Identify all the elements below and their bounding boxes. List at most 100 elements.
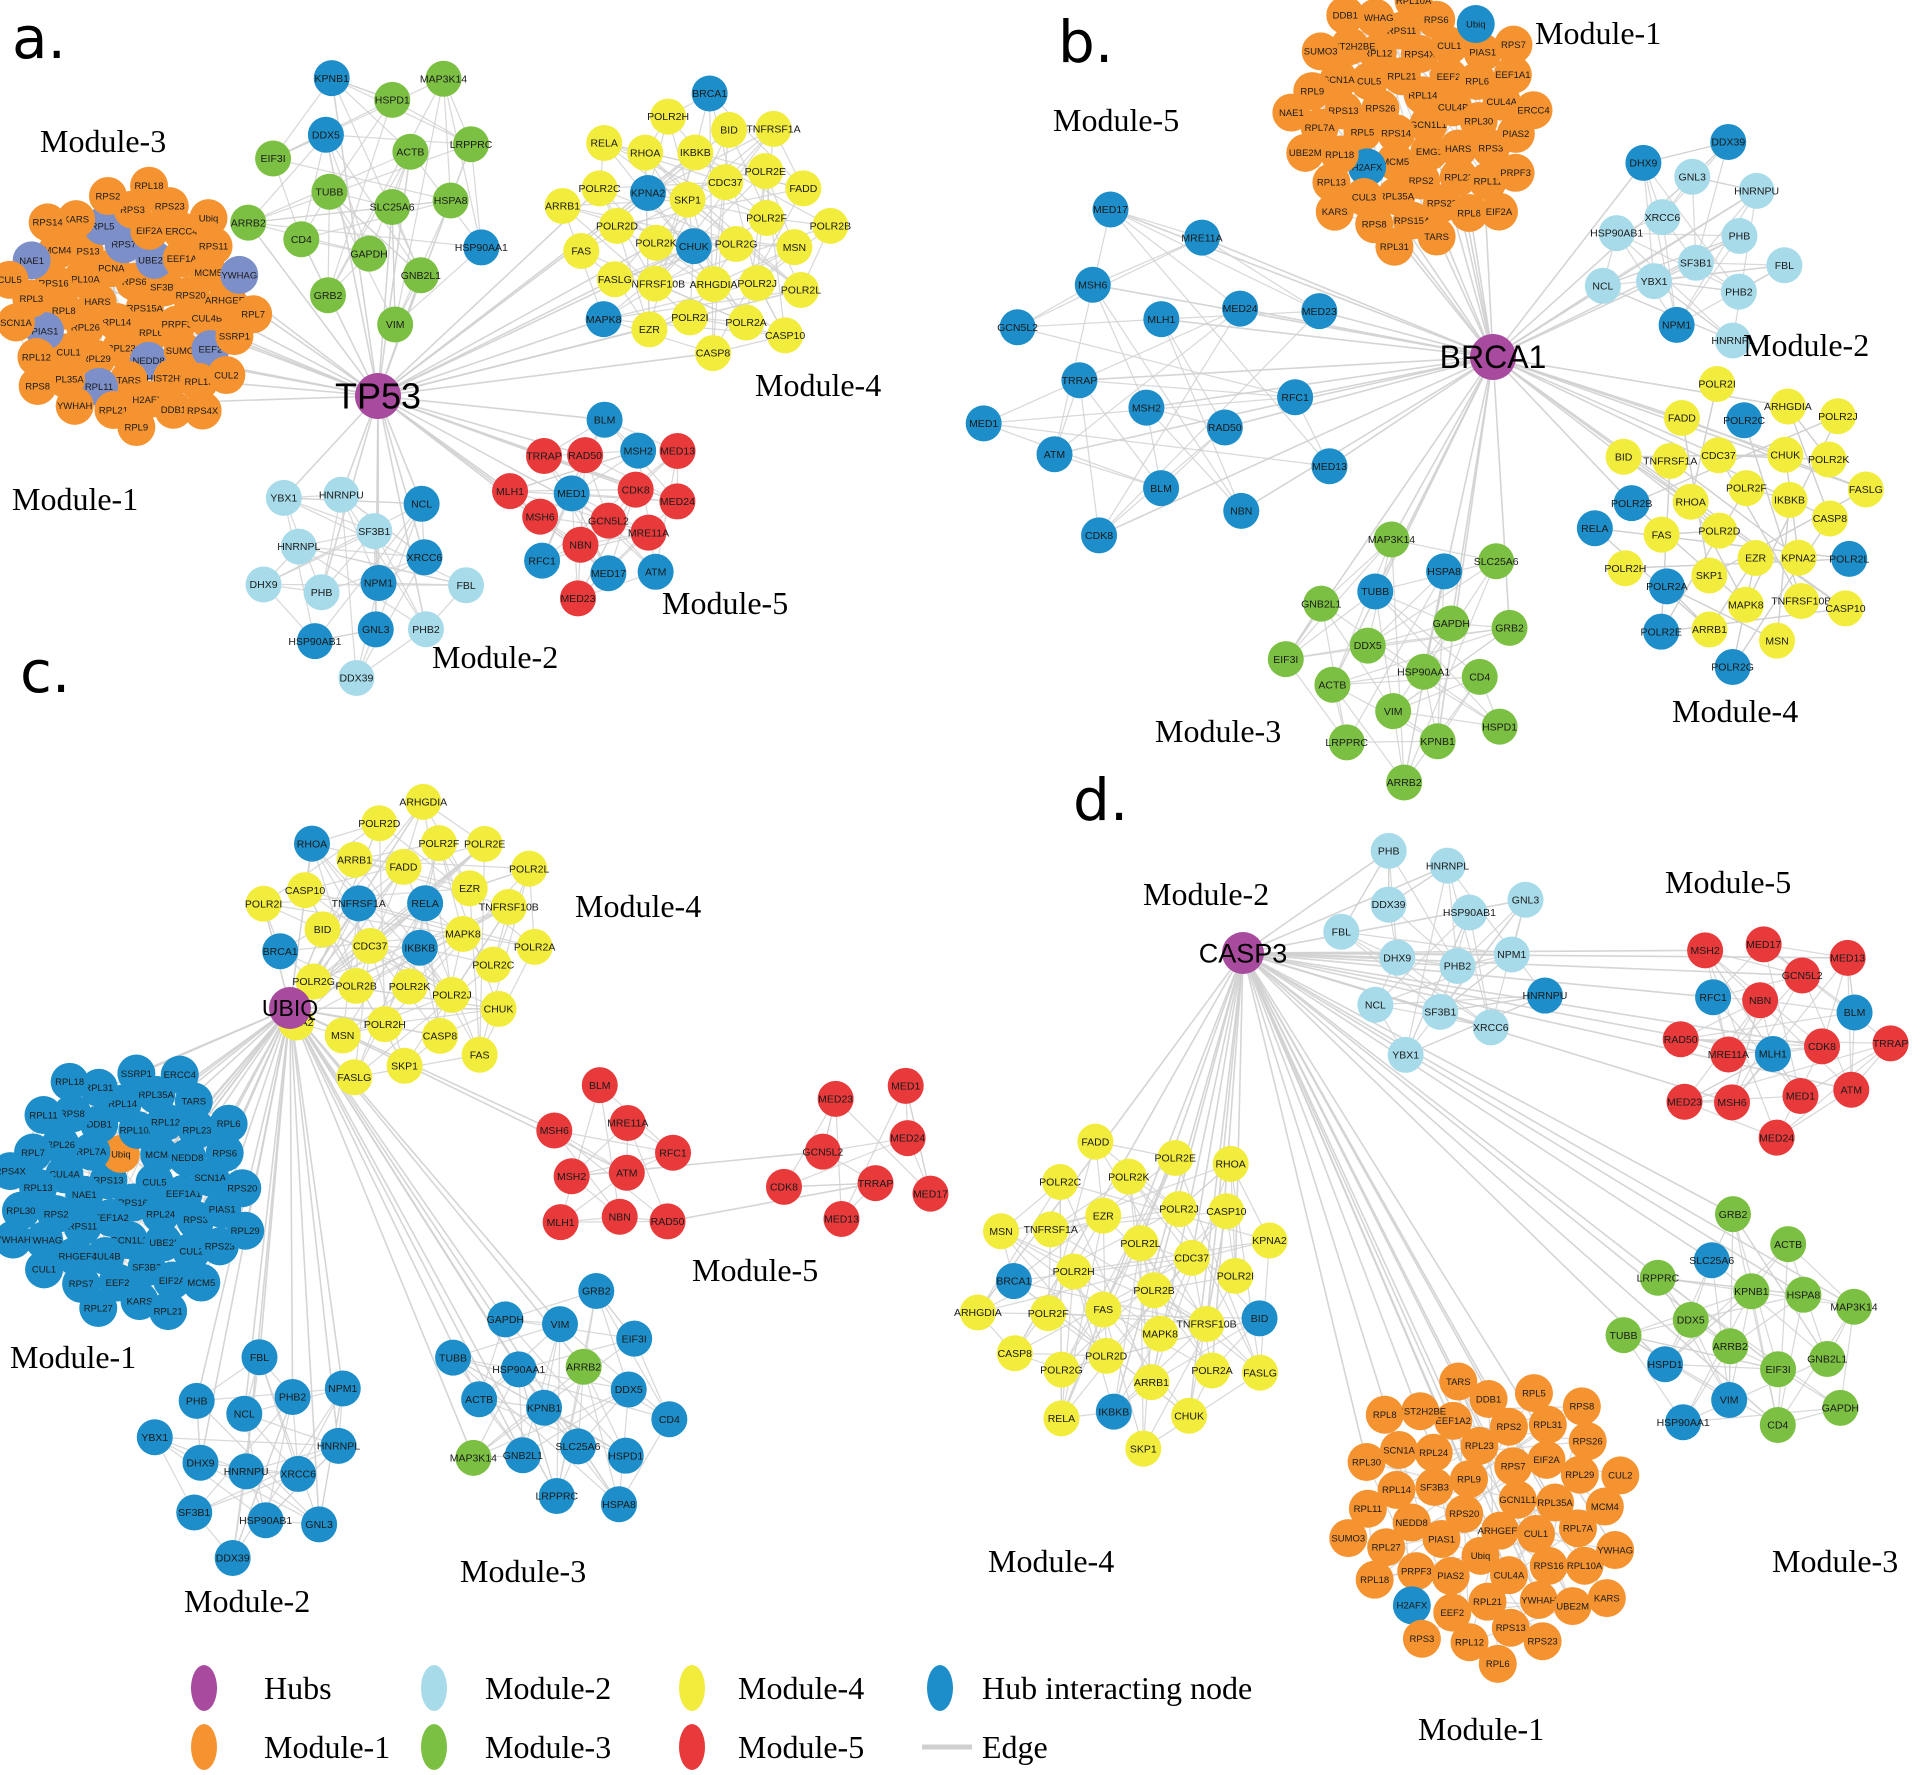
node-label: RPS15A <box>127 303 164 314</box>
node-label: POLR2A <box>1191 1365 1232 1377</box>
node-MLH1 <box>1754 1035 1791 1072</box>
node-FAS <box>563 232 600 269</box>
node-label: BRCA1 <box>692 88 727 100</box>
node-label: MLH1 <box>1759 1049 1787 1061</box>
node-label: CUL1 <box>1437 41 1461 52</box>
node-POLR2I <box>1699 365 1736 402</box>
node-label: CUL4A <box>49 1170 80 1181</box>
node-label: CD4 <box>291 234 312 246</box>
node-label: MED23 <box>1667 1096 1702 1108</box>
node-TNFRSF1A <box>1652 442 1689 479</box>
node-label: HSP90AB1 <box>1590 228 1643 240</box>
node-label: RPS16 <box>118 1198 148 1209</box>
node-CDK8 <box>1081 517 1118 554</box>
node-label: GNB2L1 <box>503 1450 543 1462</box>
node-label: IKBKB <box>680 147 711 159</box>
node-label: PHB <box>311 587 333 599</box>
node-label: XRCC6 <box>407 552 443 564</box>
node-FASLG <box>336 1059 373 1096</box>
node-MED23 <box>1301 293 1338 330</box>
node-label: YWHAG <box>221 270 257 281</box>
node-NEDD8 <box>1392 1503 1431 1542</box>
node-RPL12 <box>17 338 56 377</box>
node-label: MSH6 <box>526 511 555 523</box>
node-label: ARRB1 <box>1134 1377 1169 1389</box>
node-label: RPS6 <box>122 277 147 288</box>
node-label: FAS <box>1093 1304 1113 1316</box>
node-label: H2AFX <box>1397 1601 1428 1612</box>
hub-edge <box>135 1007 291 1075</box>
node-label: RHOA <box>630 147 660 159</box>
edge <box>543 455 610 574</box>
node-label: GRB2 <box>1495 623 1524 635</box>
edge <box>154 1436 267 1521</box>
node-EIF2A <box>1527 1440 1566 1479</box>
node-label: CUL1 <box>1524 1529 1548 1540</box>
node-label: YWHAG <box>26 1236 62 1247</box>
hub-edge <box>1014 952 1244 1355</box>
node-label: ARRB1 <box>1692 624 1727 636</box>
edge <box>1060 1157 1176 1371</box>
node-POLR2C <box>1042 1163 1079 1200</box>
node-label: EEF1A1 <box>1495 70 1530 81</box>
node-label: KARS <box>63 215 89 226</box>
edge <box>1367 560 1497 647</box>
hub-edge <box>377 245 695 397</box>
edge <box>1642 162 1740 293</box>
node-MED17 <box>912 1175 949 1212</box>
node-label: POLR2H <box>364 1019 406 1031</box>
edge <box>1109 208 1331 467</box>
hub-edge <box>1492 356 1720 457</box>
node-KARS <box>1315 192 1354 231</box>
node-MCM4 <box>140 1135 179 1174</box>
node-label: EIF2A <box>159 1276 186 1287</box>
hub-edge <box>1160 318 1494 358</box>
module-label-b-module-1: Module-1 <box>1535 15 1661 51</box>
edge <box>577 488 637 599</box>
edge <box>353 945 371 1078</box>
node-label: POLR2A <box>514 942 555 954</box>
node-label: DHX9 <box>186 1457 214 1469</box>
node-HSP90AB1 <box>296 623 333 660</box>
edge <box>358 902 536 948</box>
node-label: YWHAG <box>1597 1545 1633 1556</box>
hub-edge <box>289 1007 441 1037</box>
node-KPNB1 <box>313 60 350 97</box>
node-RPL7A <box>1558 1509 1597 1548</box>
node-label: BLM <box>594 414 616 426</box>
edge <box>1113 1242 1142 1413</box>
node-label: CASP10 <box>1825 603 1865 615</box>
node-label: RPL5 <box>1522 1388 1546 1399</box>
node-label: HARS <box>84 297 110 308</box>
node-label: RPS16 <box>39 278 69 289</box>
node-GNL3 <box>1507 881 1544 918</box>
node-MED13 <box>823 1200 860 1237</box>
node-NPM1 <box>324 1370 361 1407</box>
node-HNRNPU <box>1526 977 1563 1014</box>
edge <box>1139 1242 1144 1450</box>
edge <box>522 1388 630 1456</box>
node-RPL23 <box>1460 1426 1499 1465</box>
edge <box>394 78 445 326</box>
node-GNB2L1 <box>1303 585 1340 622</box>
node-POLR2B <box>812 207 849 244</box>
hub-edge <box>1240 356 1494 512</box>
edge <box>1695 141 1729 264</box>
node-RFC1 <box>524 542 561 579</box>
node-POLR2L <box>1831 540 1868 577</box>
legend-swatch-module-4 <box>679 1665 705 1711</box>
node-label: NAE1 <box>72 1190 97 1201</box>
node-POLR2I <box>245 885 282 922</box>
node-RPS14 <box>28 203 67 242</box>
node-label: RPL29 <box>1565 1470 1594 1481</box>
node-RPL11 <box>1348 1489 1387 1528</box>
node-label: TNFRSF1A <box>1643 456 1697 468</box>
node-POLR2K <box>1110 1158 1147 1195</box>
node-EZR <box>631 311 668 348</box>
node-SUMO3 <box>1329 1519 1368 1558</box>
edge <box>1346 570 1445 743</box>
node-label: HSP90AA1 <box>1397 666 1450 678</box>
edge <box>654 128 775 285</box>
node-label: CUL2 <box>179 1247 203 1258</box>
edge <box>1160 318 1242 512</box>
